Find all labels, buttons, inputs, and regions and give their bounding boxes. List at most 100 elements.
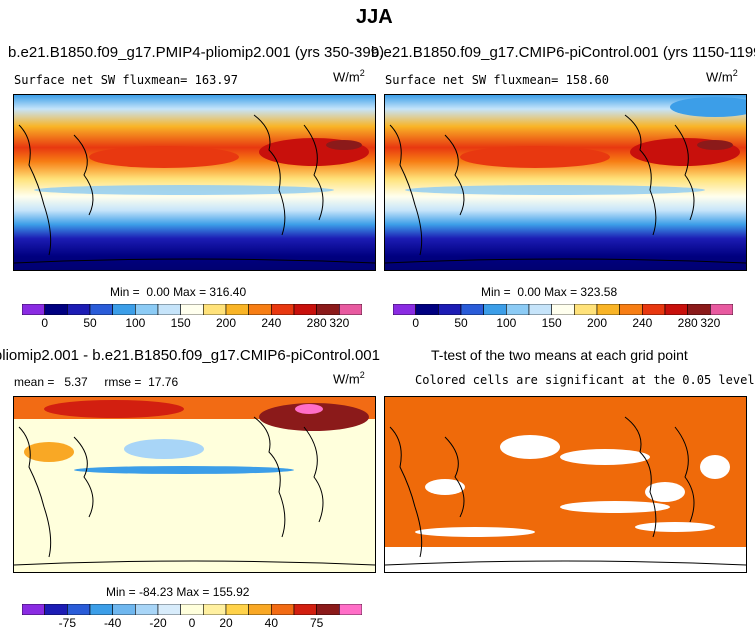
ttest-insignificant-cells [415,435,730,537]
colorbar-swatch [180,304,204,315]
diff-map-svg [14,397,375,572]
colorbar-tick-label: 50 [454,316,468,330]
colorbar-tick-label: 320 [329,316,350,330]
colorbar-tick-label: 20 [219,616,233,630]
case1-itcz-band [34,185,334,195]
colorbar-swatch [664,304,688,315]
colorbar-tick-label: 0 [41,316,48,330]
colorbar-tick-label: 100 [125,316,146,330]
colorbar-tick-label: 320 [700,316,721,330]
colorbar-swatch [44,304,68,315]
colorbar-swatch [316,304,340,315]
colorbar-swatch [135,604,159,615]
case2-map [384,94,747,271]
colorbar-swatch [112,304,136,315]
case2-arctic-low [670,97,746,117]
diff-map [13,396,376,573]
colorbar-swatch [271,304,295,315]
colorbar-swatch [157,304,181,315]
case2-field [385,95,746,270]
colorbar-tick-label: 150 [541,316,562,330]
colorbar-swatch [248,604,272,615]
ttest-coastlines [385,416,746,566]
case1-var-label: Surface net SW fluxmean= 163.97 [14,73,238,87]
diff-arctic-max-2 [259,403,369,431]
colorbar-tick-label: 200 [215,316,237,330]
colorbar-tick-label: 50 [83,316,97,330]
colorbar-swatch [44,604,68,615]
colorbar-swatch [596,304,620,315]
colorbar-swatch [528,304,552,315]
case1-units: W/m2 [333,68,365,85]
case2-var-label: Surface net SW fluxmean= 158.60 [385,73,609,87]
diff-units: W/m2 [333,370,365,387]
ttest-title: T-test of the two means at each grid poi… [431,347,688,363]
case2-subtropic-max-pacific [460,146,610,168]
colorbar-swatch [89,604,113,615]
case1-field [14,95,375,270]
colorbar-tick-label: 75 [309,616,324,630]
colorbar-swatch [112,604,136,615]
diff-arctic-max-1 [44,400,184,418]
case1-max-core [326,140,362,150]
diff-arctic-peak [295,404,323,414]
colorbar-tick-label: 240 [632,316,653,330]
diff-min-max: Min = -84.23 Max = 155.92 [106,585,250,599]
case2-itcz-band [405,185,705,195]
diff-itcz-negative [74,466,294,474]
colorbar-swatch [22,304,45,315]
colorbar-swatch [89,304,113,315]
colorbar-swatch [67,604,91,615]
case1-colorbar [22,304,362,315]
case1-min-max: Min = 0.00 Max = 316.40 [110,285,247,299]
case2-colorbar-ticks: 0 50 100 150 200 240 280 320 [393,316,733,332]
colorbar-tick-label: 240 [261,316,282,330]
colorbar-tick-label: 40 [264,616,279,630]
colorbar-swatch [248,304,272,315]
colorbar-tick-label: -20 [149,616,167,630]
diff-negative-pacific [124,439,204,459]
diff-title: b.e21.B1850.f09_g17.PMIP4-pliomip2.001 -… [0,347,380,364]
colorbar-swatch [506,304,530,315]
case1-map-svg [14,95,375,270]
colorbar-swatch [67,304,91,315]
colorbar-swatch [460,304,484,315]
colorbar-swatch [339,304,362,315]
colorbar-swatch [619,304,643,315]
colorbar-tick-label: 280 [677,316,698,330]
colorbar-swatch [438,304,462,315]
colorbar-swatch [22,604,45,615]
case1-title: b.e21.B1850.f09_g17.PMIP4-pliomip2.001 (… [8,44,385,61]
page-title: JJA [356,6,393,28]
colorbar-swatch [339,604,362,615]
colorbar-tick-label: 150 [170,316,191,330]
ttest-map [384,396,747,573]
ttest-significant-area [385,397,746,547]
colorbar-swatch [483,304,507,315]
case1-colorbar-ticks: 0 50 100 150 200 240 280 320 [22,316,362,332]
colorbar-tick-label: 200 [586,316,608,330]
case2-colorbar [393,304,733,315]
colorbar-swatch [710,304,733,315]
colorbar-swatch [225,604,249,615]
colorbar-swatch [225,304,249,315]
ttest-subtitle: Colored cells are significant at the 0.0… [415,373,755,387]
case1-coastlines [14,114,375,264]
case2-coastlines [385,114,746,264]
colorbar-swatch [316,604,340,615]
colorbar-swatch [135,304,159,315]
case1-map [13,94,376,271]
colorbar-swatch [551,304,575,315]
colorbar-swatch [293,604,317,615]
case2-units: W/m2 [706,68,738,85]
colorbar-swatch [203,604,227,615]
colorbar-swatch [687,304,711,315]
colorbar-swatch [415,304,439,315]
colorbar-swatch [574,304,598,315]
ttest-map-svg [385,397,746,566]
colorbar-tick-label: 0 [412,316,419,330]
diff-colorbar-ticks: -75 -40 -20 0 20 40 75 [22,616,362,631]
diff-mean-rmse: mean = 5.37 rmse = 17.76 [14,375,179,389]
case2-max-core [697,140,733,150]
colorbar-swatch [393,304,416,315]
